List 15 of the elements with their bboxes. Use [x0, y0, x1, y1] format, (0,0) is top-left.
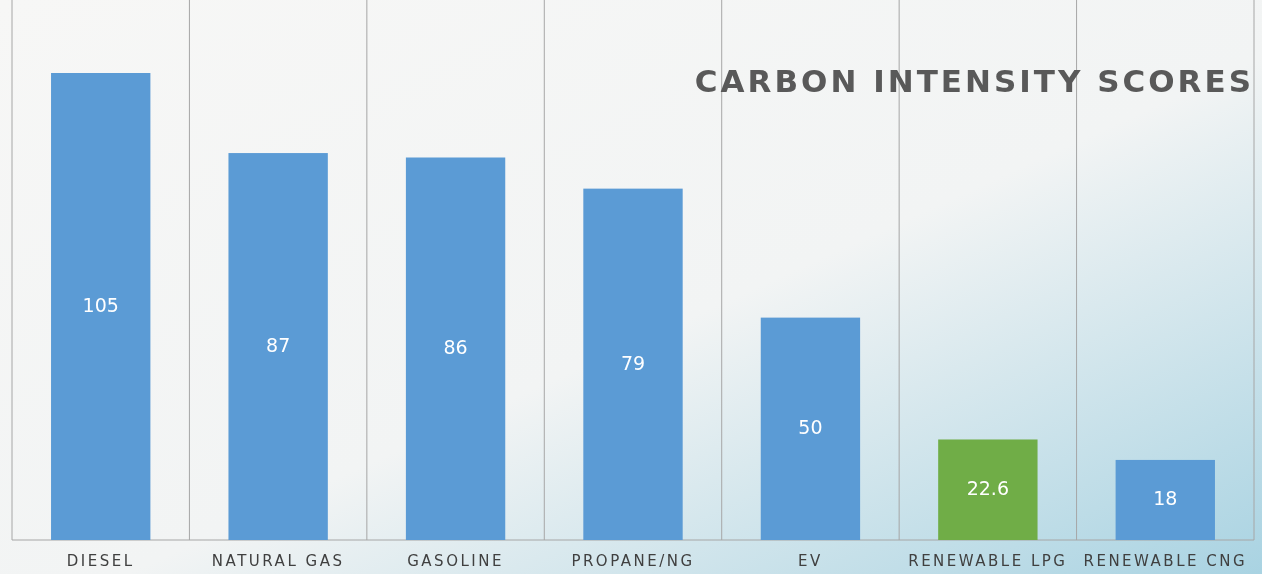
data-label: 87: [266, 334, 291, 357]
data-label: 86: [443, 336, 468, 359]
x-tick-label: RENEWABLE LPG: [908, 552, 1068, 570]
x-tick-label: RENEWABLE CNG: [1083, 552, 1248, 570]
data-label: 22.6: [966, 477, 1010, 500]
x-tick-label: PROPANE/NG: [571, 552, 695, 570]
data-label: 18: [1153, 487, 1178, 510]
x-tick-label: NATURAL GAS: [211, 552, 345, 570]
data-label: 79: [620, 351, 646, 374]
x-tick-label: GASOLINE: [407, 552, 504, 570]
x-tick-label: DIESEL: [66, 552, 135, 570]
data-label: 50: [798, 416, 823, 439]
chart-title: CARBON INTENSITY SCORES: [694, 63, 1254, 99]
x-tick-label: EV: [798, 552, 823, 570]
data-label: 105: [82, 294, 119, 316]
